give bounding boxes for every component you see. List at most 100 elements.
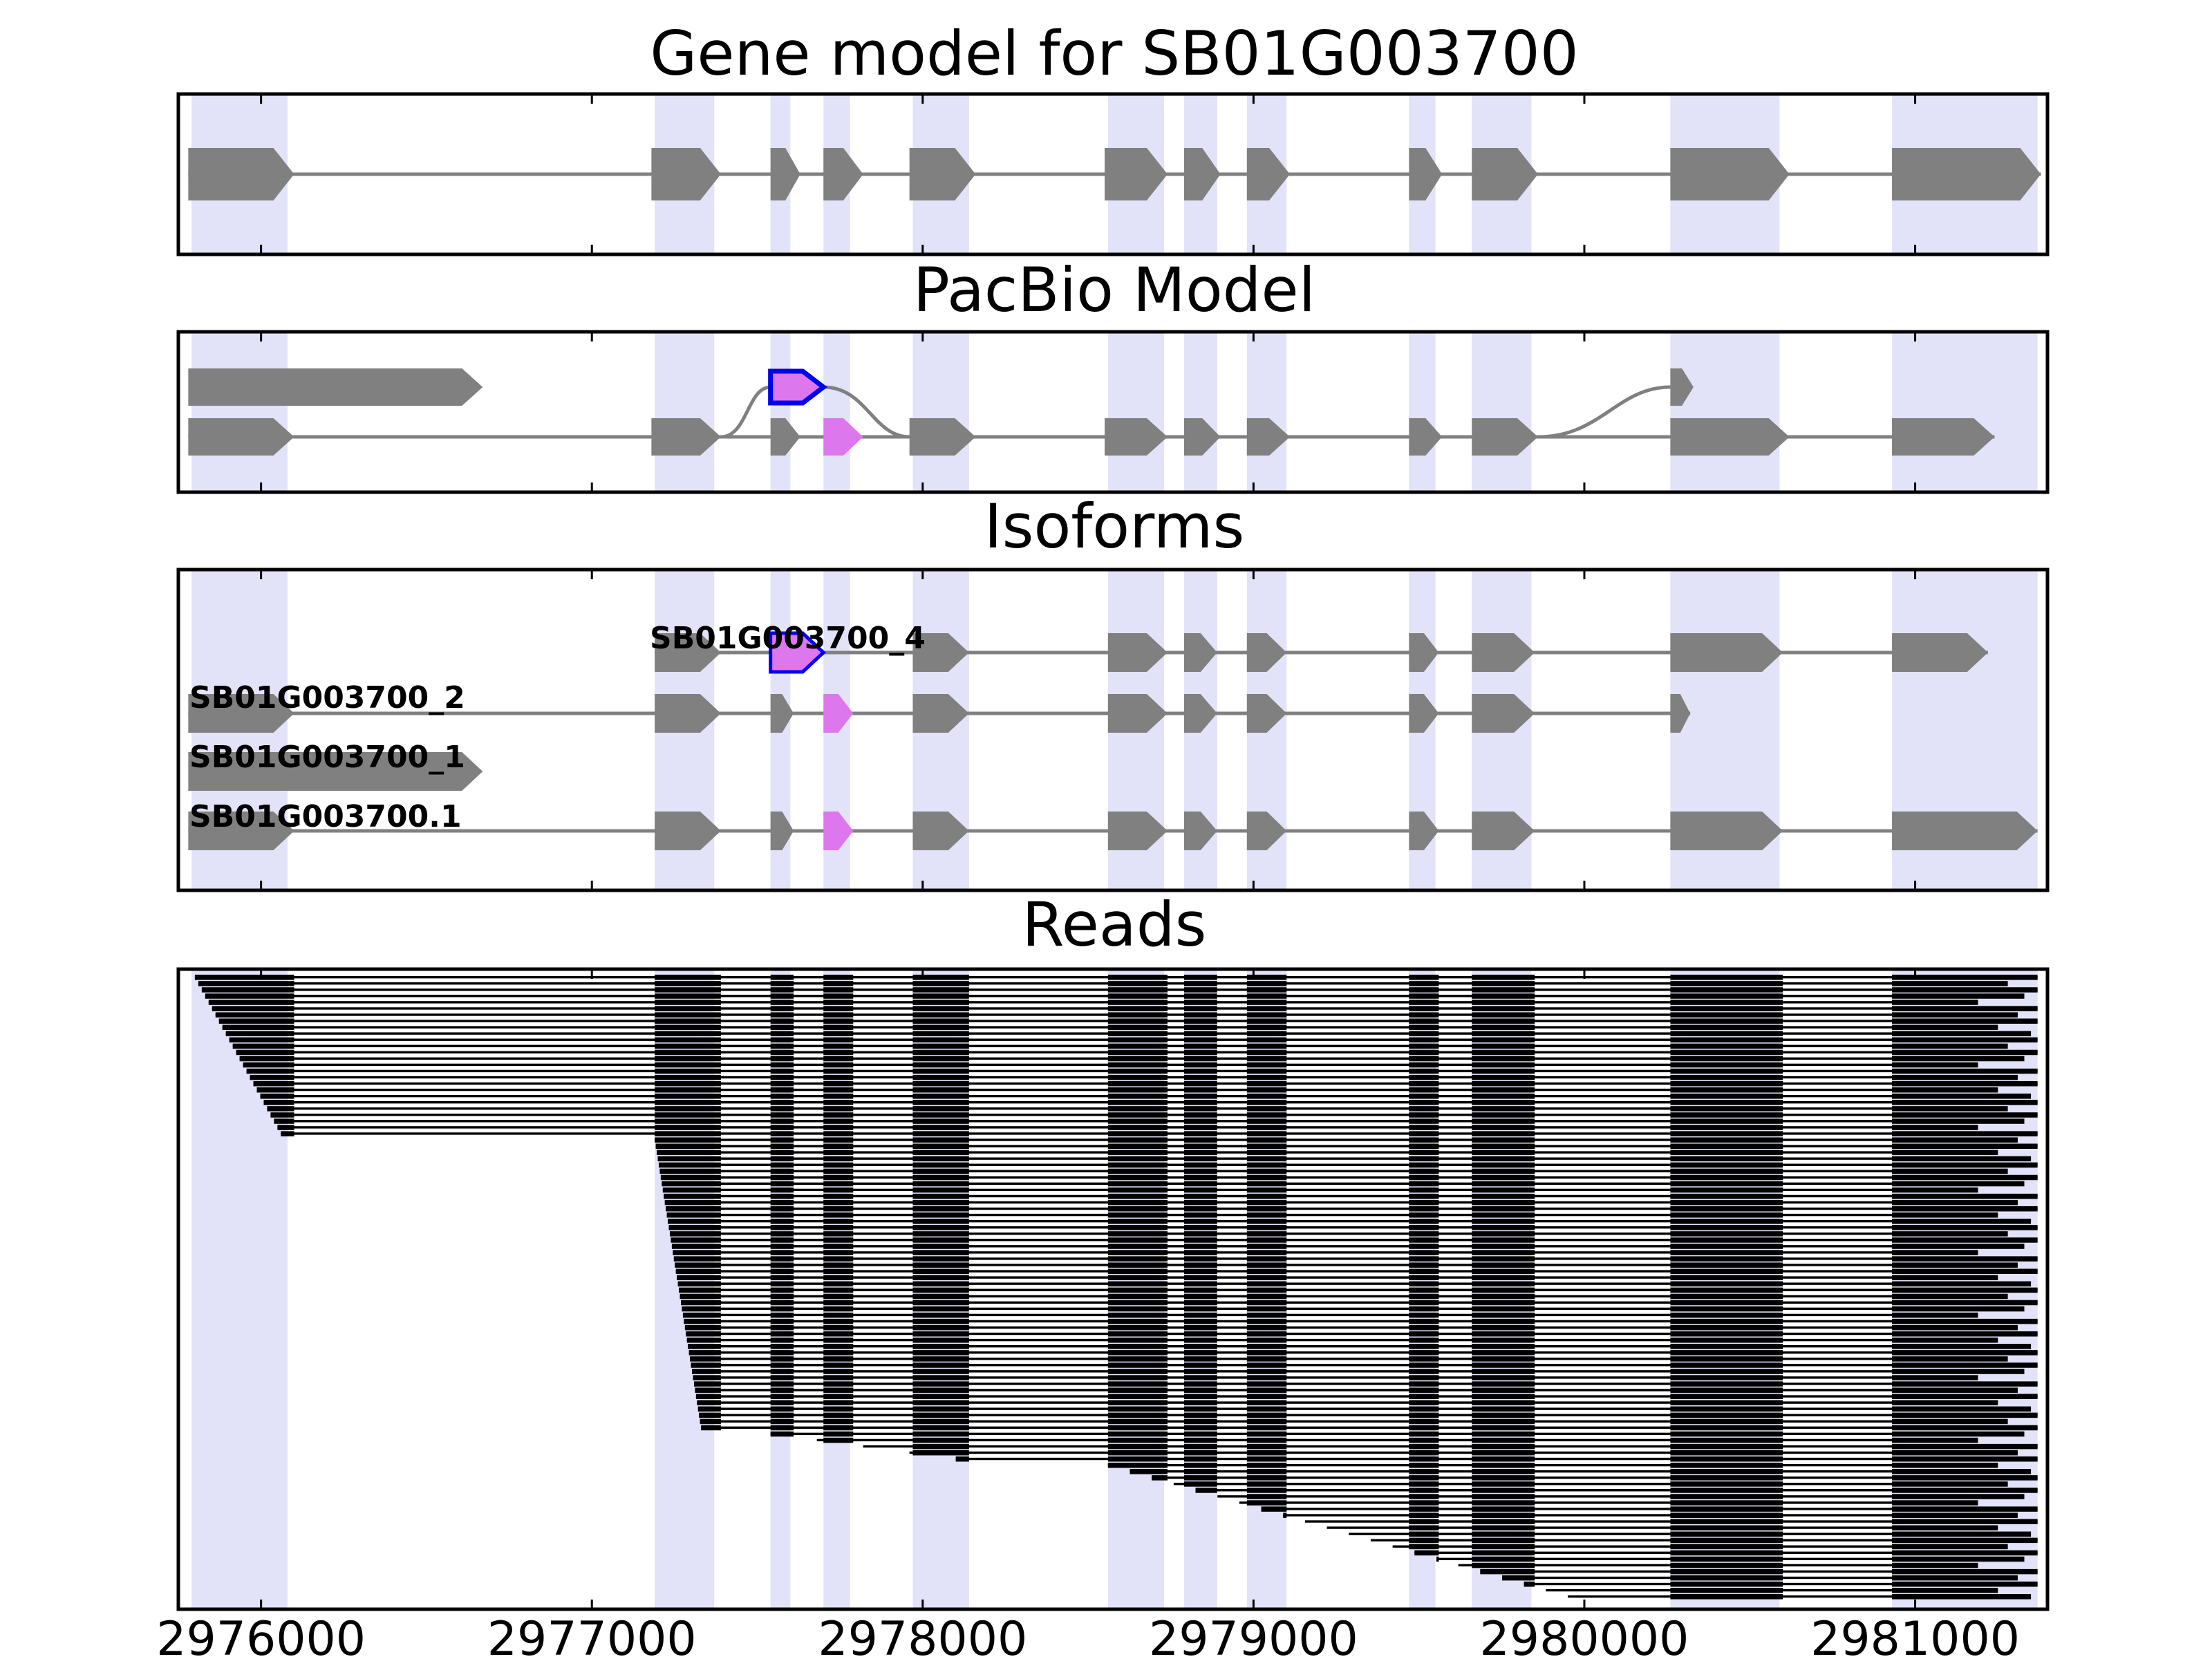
read-line (816, 1438, 1978, 1442)
read-block (823, 975, 854, 980)
read-block (770, 1080, 794, 1087)
read-block (1472, 1387, 1535, 1393)
read-block (1472, 1456, 1535, 1462)
read-block (1892, 1024, 1998, 1031)
read-line (670, 1232, 2008, 1235)
read-block (1670, 1312, 1783, 1318)
read-block (1107, 1162, 1168, 1168)
read-block (1246, 1231, 1287, 1237)
read-block (1472, 1250, 1535, 1255)
read-block (1183, 1006, 1217, 1011)
read-block (912, 1281, 969, 1287)
read-block (1472, 1262, 1535, 1268)
read-block (1892, 1131, 2038, 1136)
read-block (1183, 1056, 1217, 1062)
read-block (823, 1425, 854, 1431)
read-block (823, 1018, 854, 1024)
read-block (1892, 1406, 2032, 1412)
read-block (1409, 1275, 1439, 1281)
read-block (1246, 1356, 1287, 1362)
read-block (770, 1150, 794, 1156)
read-block (1107, 1118, 1168, 1124)
read-block (1183, 1418, 1217, 1425)
read-line (1568, 1595, 2032, 1598)
read-block (912, 1037, 969, 1043)
isoform-1-exon (1409, 633, 1439, 672)
read-block (1409, 1137, 1439, 1143)
read-block (690, 1356, 721, 1362)
read-block (1409, 1537, 1439, 1544)
read-block (823, 1212, 854, 1218)
read-block (1892, 1375, 1978, 1380)
read-block (1409, 1318, 1439, 1324)
read-block (1670, 1268, 1783, 1274)
read-block (1183, 975, 1217, 980)
isoform-2-exon (770, 694, 794, 733)
read-block (1246, 1306, 1287, 1312)
read-line (671, 1239, 2038, 1241)
isoform-2-exon (188, 694, 294, 733)
read-line (1217, 1495, 2025, 1498)
read-block (1246, 1049, 1287, 1056)
read-block (655, 1137, 721, 1143)
read-block (1183, 1387, 1217, 1393)
read-block (243, 1062, 294, 1068)
read-block (1107, 1193, 1168, 1199)
read-block (1670, 1375, 1783, 1380)
read-line (1152, 1477, 2038, 1479)
read-block (1472, 981, 1535, 986)
read-block (770, 1425, 794, 1431)
read-block (1670, 1056, 1783, 1062)
read-block (1670, 1450, 1783, 1456)
read-block (770, 1118, 794, 1124)
read-block (1472, 1187, 1535, 1193)
read-block (823, 1250, 854, 1255)
read-block (823, 1125, 854, 1130)
read-block (1436, 1556, 1439, 1562)
read-block (823, 1037, 854, 1043)
read-block (770, 987, 794, 993)
read-block (770, 1018, 794, 1024)
read-block (1892, 1344, 2032, 1349)
read-block (1472, 1018, 1535, 1024)
read-block (823, 1350, 854, 1356)
read-block (823, 1293, 854, 1300)
read-block (1670, 1137, 1783, 1143)
read-block (1246, 1162, 1287, 1168)
read-block (770, 1024, 794, 1031)
read-block (770, 1350, 794, 1356)
read-block (1107, 1037, 1168, 1043)
read-block (1183, 981, 1217, 986)
read-block (770, 1406, 794, 1412)
read-block (912, 1262, 969, 1268)
read-block (201, 987, 294, 993)
read-block (770, 1174, 794, 1181)
read-block (1472, 1275, 1535, 1281)
pacbio-exon-region (912, 332, 969, 492)
read-block (1892, 1443, 2038, 1450)
read-block (823, 1193, 854, 1199)
read-block (770, 1137, 794, 1143)
read-block (677, 1281, 721, 1287)
read-block (823, 1375, 854, 1380)
read-block (1107, 1256, 1168, 1262)
read-block (1107, 1443, 1168, 1450)
read-block (1414, 1550, 1439, 1556)
pacbio-splice-arc (720, 385, 771, 439)
read-block (1246, 1275, 1287, 1281)
read-block (1670, 1525, 1783, 1531)
read-block (823, 1162, 854, 1168)
read-block (1183, 1369, 1217, 1374)
read-block (1670, 1594, 1783, 1600)
read-block (1107, 1338, 1168, 1343)
read-block (1107, 1400, 1168, 1406)
read-block (912, 1244, 969, 1249)
read-block (1409, 1287, 1439, 1293)
read-block (1670, 1456, 1783, 1462)
read-block (770, 975, 794, 980)
read-block (770, 1219, 794, 1224)
read-block (912, 1418, 969, 1425)
read-block (1107, 1406, 1168, 1412)
read-block (1107, 1375, 1168, 1380)
read-block (1107, 1225, 1168, 1230)
